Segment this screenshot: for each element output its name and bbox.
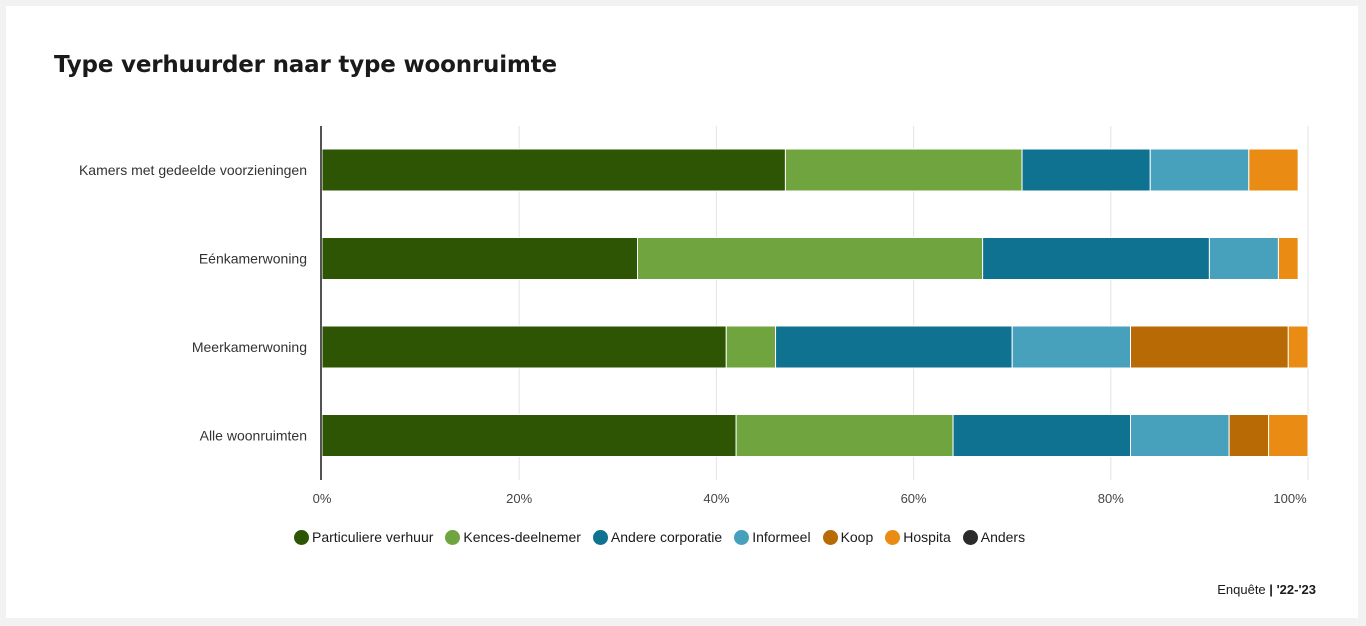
legend-label: Andere corporatie [610, 529, 723, 545]
bar-segment[interactable] [775, 325, 1013, 369]
bar-segment[interactable] [1011, 325, 1132, 369]
x-tick-label: 60% [901, 491, 927, 506]
bar-segment[interactable] [1287, 325, 1309, 369]
category-label: Meerkamerwoning [192, 339, 307, 355]
legend-swatch-icon [734, 529, 750, 545]
category-label: Eénkamerwoning [199, 251, 307, 267]
bar-segment[interactable] [321, 148, 786, 192]
legend-swatch-icon [294, 529, 309, 545]
legend-item[interactable]: Informeel [734, 529, 811, 545]
legend: Particuliere verhuur Kences-deelnemer Ande… [294, 529, 1025, 545]
bar-segment[interactable] [1208, 237, 1279, 280]
source-label: Enquête [1217, 582, 1266, 597]
x-tick-label: 40% [703, 491, 729, 506]
legend-item[interactable]: Hospita [885, 529, 951, 545]
legend-item[interactable]: Andere corporatie [592, 529, 723, 545]
bar-segment[interactable] [735, 414, 954, 457]
x-tick-label: 20% [506, 491, 532, 506]
x-tick-label: 80% [1098, 491, 1124, 506]
source-period: '22-'23 [1276, 582, 1316, 597]
legend-swatch-icon [885, 529, 901, 545]
category-label: Alle woonruimten [200, 428, 307, 444]
bar-segment[interactable] [952, 414, 1132, 457]
bar-segment[interactable] [1130, 414, 1230, 457]
bar-segment[interactable] [1149, 148, 1250, 192]
bar-segment[interactable] [321, 325, 727, 369]
legend-item[interactable]: Kences-deelnemer [445, 529, 581, 545]
bar-segment[interactable] [982, 237, 1210, 280]
bar-segment[interactable] [321, 414, 737, 457]
bar-segment[interactable] [784, 148, 1023, 192]
category-labels: Kamers met gedeelde voorzieningen Eénkame… [79, 162, 307, 444]
chart-card [6, 6, 1358, 618]
legend-swatch-icon [962, 529, 978, 545]
legend-swatch-icon [592, 529, 608, 545]
legend-item[interactable]: Koop [822, 529, 874, 545]
legend-item[interactable]: Particuliere verhuur [294, 529, 433, 545]
legend-label: Informeel [752, 529, 811, 545]
bar-segment[interactable] [1268, 414, 1309, 457]
legend-label: Kences-deelnemer [463, 529, 581, 545]
legend-item[interactable]: Anders [962, 529, 1026, 545]
legend-label: Hospita [903, 529, 951, 545]
bar-segment[interactable] [1277, 237, 1299, 280]
bar-segment[interactable] [1130, 325, 1289, 369]
x-tick-labels: 0% 20% 40% 60% 80% 100% [313, 491, 1307, 506]
legend-label: Particuliere verhuur [312, 529, 434, 545]
bar-segment[interactable] [321, 237, 639, 280]
bar-segment[interactable] [725, 325, 777, 369]
x-tick-label: 100% [1273, 491, 1307, 506]
source-separator: | [1269, 582, 1273, 597]
bar-segment[interactable] [1021, 148, 1151, 192]
bars [321, 148, 1309, 457]
source-note: Enquête | '22-'23 [1217, 582, 1316, 597]
bar-segment[interactable] [637, 237, 984, 280]
category-label: Kamers met gedeelde voorzieningen [79, 162, 307, 178]
legend-swatch-icon [822, 529, 838, 545]
legend-label: Anders [980, 529, 1026, 545]
legend-label: Koop [840, 529, 874, 545]
chart-title: Type verhuurder naar type woonruimte [54, 52, 557, 78]
bar-segment[interactable] [1248, 148, 1299, 192]
bar-segment[interactable] [1228, 414, 1270, 457]
x-tick-label: 0% [313, 491, 332, 506]
legend-swatch-icon [445, 529, 461, 545]
